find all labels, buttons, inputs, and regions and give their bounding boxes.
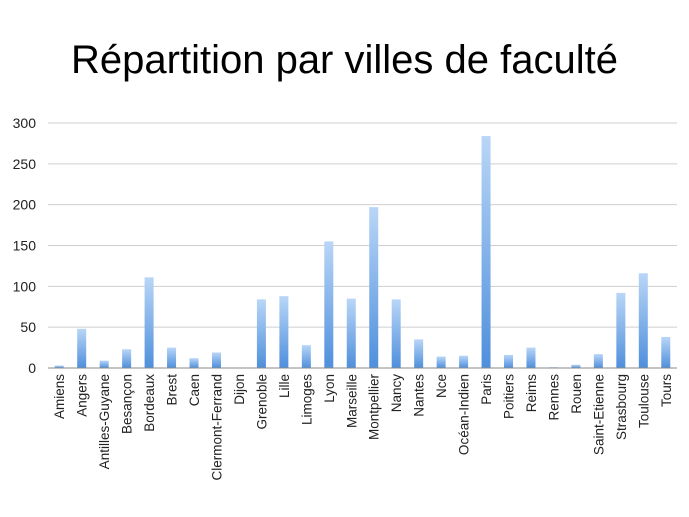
bar-tours xyxy=(661,336,671,368)
bar-limoges xyxy=(301,345,311,368)
category-label: Brest xyxy=(165,374,180,406)
bar-angers xyxy=(77,328,87,368)
bar-bordeaux xyxy=(144,277,154,368)
bar-grenoble xyxy=(256,299,266,368)
category-label: Amiens xyxy=(52,374,67,419)
bar-saint-etienne xyxy=(593,354,603,368)
category-label: Saint-Etienne xyxy=(591,374,606,455)
category-label: Rouen xyxy=(569,374,584,414)
category-label: Bordeaux xyxy=(142,374,157,432)
category-label: Caen xyxy=(187,374,202,406)
category-label: Poitiers xyxy=(502,374,517,419)
bar-reims xyxy=(526,347,536,368)
category-label: Lille xyxy=(277,374,292,398)
gridlines xyxy=(48,122,677,328)
bar-nantes xyxy=(414,339,424,368)
category-label: Marseille xyxy=(344,374,359,428)
bar-brest xyxy=(167,347,177,368)
category-label: Grenoble xyxy=(254,374,269,430)
category-label: Nce xyxy=(434,374,449,398)
bar-lyon xyxy=(324,241,334,368)
category-label: Toulouse xyxy=(636,374,651,428)
chart-title: Répartition par villes de faculté xyxy=(71,38,618,82)
bar-nancy xyxy=(391,299,401,368)
y-tick-label: 100 xyxy=(13,278,37,294)
bar-toulouse xyxy=(638,273,648,368)
category-label: Montpellier xyxy=(367,373,382,440)
bar-poitiers xyxy=(504,354,514,368)
category-label: Besançon xyxy=(120,374,135,434)
category-label: Lyon xyxy=(322,374,337,403)
y-axis-ticks: 0 50 100 150 200 250 300 xyxy=(13,115,37,376)
bar-caen xyxy=(189,358,199,368)
category-label: Strasbourg xyxy=(614,374,629,440)
bar-lille xyxy=(279,296,289,368)
category-label: Reims xyxy=(524,374,539,413)
category-label: Dijon xyxy=(232,374,247,405)
category-label: Limoges xyxy=(299,374,314,425)
bar-marseille xyxy=(346,298,356,368)
bar-nce xyxy=(436,356,446,368)
bar-rouen xyxy=(571,364,581,368)
bar-besan-on xyxy=(122,349,132,368)
bar-clermont-ferrand xyxy=(211,352,221,368)
category-label: Tours xyxy=(659,374,674,407)
bar-strasbourg xyxy=(616,292,626,368)
bar-paris xyxy=(481,136,491,368)
bar-montpellier xyxy=(369,207,379,368)
y-tick-label: 0 xyxy=(28,360,36,376)
bar-amiens xyxy=(54,365,64,368)
bar-antilles-guyane xyxy=(99,360,109,368)
y-tick-label: 300 xyxy=(13,115,37,131)
category-label: Nancy xyxy=(389,374,404,413)
category-label: Paris xyxy=(479,374,494,405)
category-label: Angers xyxy=(75,374,90,417)
category-label: Nantes xyxy=(412,374,427,417)
y-tick-label: 150 xyxy=(13,238,37,254)
category-label: Antilles-Guyane xyxy=(97,374,112,469)
bar-oc-an-indien xyxy=(459,355,469,368)
y-tick-label: 50 xyxy=(20,319,36,335)
bars xyxy=(54,136,671,368)
category-labels: Amiens Angers Antilles-Guyane Besançon Borde… xyxy=(52,373,674,480)
y-tick-label: 200 xyxy=(13,197,37,213)
category-label: Océan-Indien xyxy=(457,374,472,455)
category-label: Clermont-Ferrand xyxy=(209,374,224,481)
category-label: Rennes xyxy=(546,374,561,421)
y-tick-label: 250 xyxy=(13,156,37,172)
